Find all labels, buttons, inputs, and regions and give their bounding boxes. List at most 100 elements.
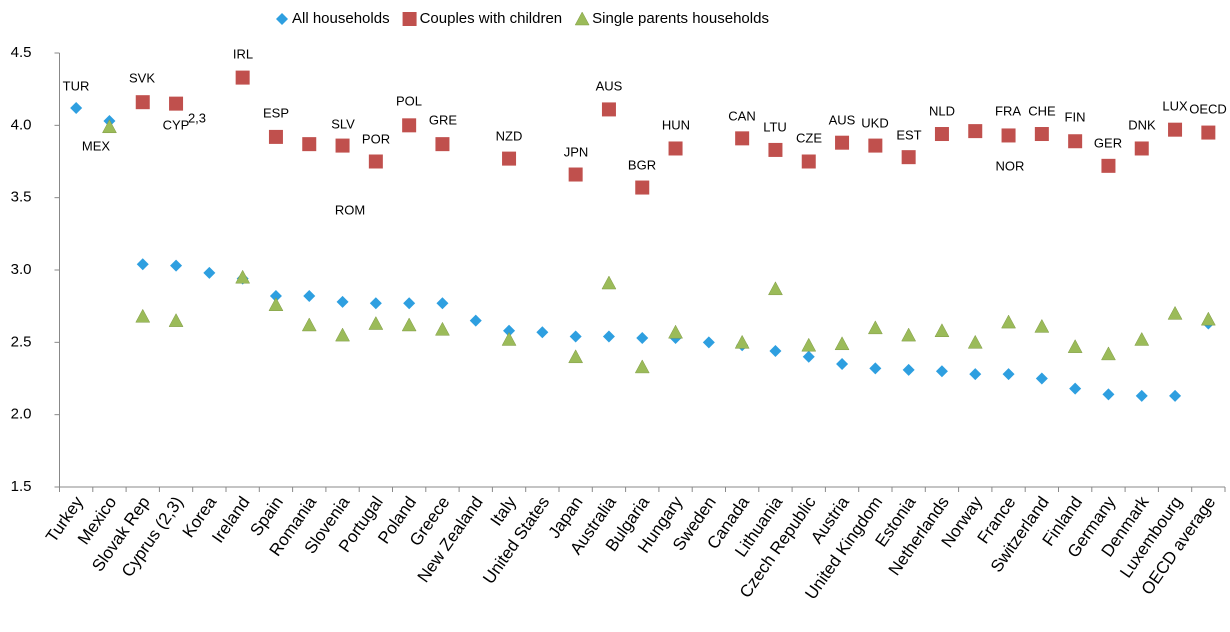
point-diamond [1135, 389, 1148, 402]
point-square [368, 154, 383, 169]
point-annotation: SVK [129, 70, 155, 85]
point-annotation: EST [896, 127, 921, 142]
point-annotation: POL [396, 93, 422, 108]
point-annotation: MEX [82, 138, 111, 153]
point-diamond [469, 314, 482, 327]
y-tick-label: 3.5 [11, 189, 32, 206]
point-square [835, 135, 850, 150]
point-triangle [867, 320, 883, 335]
point-annotation: AUS [596, 78, 623, 93]
point-annotation: HUN [662, 117, 690, 132]
point-diamond [369, 297, 382, 310]
point-triangle [235, 269, 251, 284]
point-triangle [668, 324, 683, 339]
point-square [601, 102, 616, 117]
point-triangle [301, 317, 317, 332]
point-square [135, 95, 150, 110]
point-diamond [869, 362, 882, 375]
point-diamond [1069, 382, 1082, 395]
point-square [635, 180, 650, 195]
point-square [1034, 127, 1049, 142]
point-annotation: ESP [263, 105, 289, 120]
point-square [901, 150, 916, 165]
point-square [335, 138, 350, 153]
legend-label: Couples with children [420, 10, 563, 27]
point-triangle [834, 336, 850, 351]
point-diamond [802, 350, 815, 363]
y-tick-label: 1.5 [11, 478, 32, 495]
point-diamond [503, 324, 516, 337]
point-triangle [335, 327, 350, 342]
point-annotation: CYP [163, 117, 190, 132]
point-triangle [601, 275, 617, 290]
point-diamond [269, 290, 282, 303]
point-triangle [1200, 311, 1216, 326]
point-square [1168, 122, 1183, 137]
point-square [668, 141, 683, 156]
point-diamond [336, 295, 349, 308]
point-diamond [70, 101, 83, 114]
legend-marker [574, 11, 590, 26]
point-triangle [768, 281, 783, 296]
point-triangle [401, 317, 417, 332]
point-diamond [403, 297, 416, 310]
point-annotation: JPN [564, 144, 589, 159]
point-square [1001, 128, 1016, 143]
point-diamond [303, 290, 316, 303]
point-square [735, 131, 750, 146]
point-triangle [435, 321, 450, 336]
point-triangle [634, 359, 650, 374]
point-annotation: FIN [1065, 109, 1086, 124]
point-annotation: DNK [1128, 117, 1156, 132]
point-square [302, 137, 317, 152]
point-annotation: POR [362, 131, 390, 146]
point-square [934, 127, 949, 142]
point-triangle [268, 297, 284, 311]
point-annotation: CZE [796, 130, 822, 145]
point-annotation: CAN [728, 108, 755, 123]
point-triangle [1067, 339, 1083, 353]
point-diamond [436, 297, 449, 310]
point-diamond [170, 259, 183, 272]
point-square [1101, 158, 1116, 173]
point-annotation: SLV [331, 116, 355, 131]
point-triangle [501, 331, 517, 346]
point-diamond [203, 266, 216, 279]
point-annotation: GER [1094, 135, 1122, 150]
point-diamond [569, 330, 582, 343]
point-triangle [368, 315, 384, 330]
legend-marker [402, 12, 417, 26]
point-square [402, 118, 417, 133]
point-triangle [168, 313, 184, 327]
point-square [1201, 125, 1216, 140]
point-square [568, 167, 583, 182]
point-annotation: NOR [996, 158, 1025, 173]
point-annotation: OECD [1189, 101, 1227, 116]
point-diamond [902, 363, 915, 376]
point-diamond [1102, 388, 1115, 401]
y-tick-label: 4.0 [11, 116, 32, 133]
point-triangle [102, 119, 117, 134]
point-annotation: IRL [233, 46, 253, 61]
point-diamond [935, 365, 948, 378]
point-triangle [1134, 331, 1150, 346]
point-square [868, 138, 883, 153]
point-annotation: NZD [496, 128, 523, 143]
point-diamond [1169, 389, 1182, 402]
point-annotation: CHE [1028, 103, 1056, 118]
point-triangle [734, 334, 750, 349]
point-annotation: FRA [995, 103, 1021, 118]
point-triangle [1001, 314, 1016, 329]
point-triangle [568, 349, 584, 364]
point-diamond [136, 258, 149, 271]
point-annotation: 2,3 [188, 110, 206, 125]
point-diamond [636, 331, 649, 344]
point-annotation: GRE [429, 112, 458, 127]
point-square [435, 137, 450, 152]
point-diamond [602, 330, 615, 343]
point-annotation: LUX [1162, 98, 1188, 113]
point-triangle [801, 337, 817, 352]
point-annotation: UKD [861, 115, 888, 130]
